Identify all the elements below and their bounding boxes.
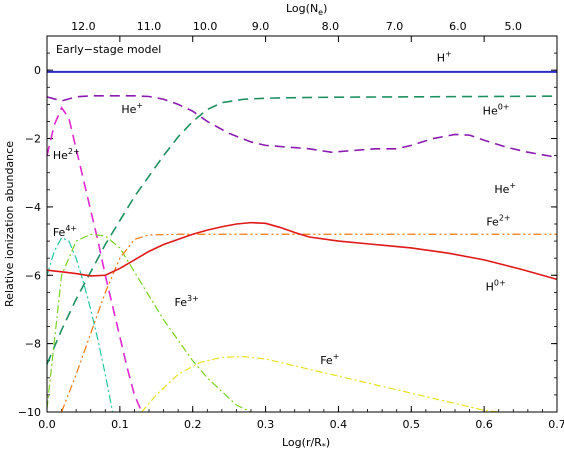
series-lines (46, 70, 558, 413)
series-line-1 (46, 95, 558, 365)
x-tick-label: 0.4 (330, 418, 348, 431)
top-tick-label: 8.0 (322, 20, 340, 33)
x-tick-label: 0.3 (257, 418, 275, 431)
top-tick-label: 12.0 (71, 20, 96, 33)
top-tick-label: 6.0 (449, 20, 467, 33)
top-tick-label: 7.0 (386, 20, 404, 33)
top-tick-label: 5.0 (505, 20, 523, 33)
series-label-5: Fe3+ (175, 294, 199, 309)
x-tick-label: 0.1 (111, 418, 129, 431)
series-line-8 (46, 221, 558, 281)
series-label-2-b: He+ (494, 181, 516, 196)
y-tick-label: −6 (25, 269, 41, 282)
series-label-1: He0+ (483, 103, 510, 118)
x-tick-label: 0.6 (475, 418, 493, 431)
series-label-7: Fe+ (320, 352, 339, 367)
y-tick-label: −8 (25, 338, 41, 351)
x-tick-label: 0.2 (184, 418, 202, 431)
series-label-8: H0+ (486, 279, 506, 294)
y-tick-label: −10 (18, 406, 41, 419)
series-line-3 (46, 106, 143, 413)
series-label-3: He2+ (53, 147, 80, 162)
series-line-2 (46, 95, 558, 159)
series-label-0: H+ (437, 50, 452, 65)
top-axis-label: Log(Ne) (286, 2, 327, 17)
y-tick-label: −2 (25, 133, 41, 146)
y-tick-label: 0 (34, 64, 41, 77)
series-label-4: Fe4+ (53, 224, 77, 239)
series-line-7 (141, 356, 499, 413)
top-tick-label: 9.0 (252, 20, 270, 33)
x-tick-label: 0.0 (38, 418, 56, 431)
y-tick-label: −4 (25, 201, 41, 214)
tick-labels: 0.0 0.1 0.2 0.3 0.4 0.5 0.6 0.7 0 −2 −4 −6 −8 −10 12.0… (18, 20, 564, 431)
series-labels: H+ He0+ He+ He+ He2+ Fe4+ Fe3+ Fe2+ Fe+ H0+ (53, 50, 516, 368)
series-line-4 (46, 236, 114, 413)
x-axis-label: Log(r/R*) (282, 436, 330, 451)
model-annotation: Early−stage model (56, 43, 161, 56)
x-tick-label: 0.7 (548, 418, 564, 431)
top-tick-label: 10.0 (193, 20, 218, 33)
y-axis-label: Relative ionization abundance (3, 141, 16, 307)
plot-frame (46, 35, 558, 413)
series-line-5 (46, 233, 252, 413)
top-tick-label: 11.0 (137, 20, 162, 33)
series-label-2: He+ (121, 101, 143, 116)
series-label-6: Fe2+ (486, 214, 510, 229)
x-tick-label: 0.5 (403, 418, 421, 431)
series-line-6 (61, 233, 557, 413)
